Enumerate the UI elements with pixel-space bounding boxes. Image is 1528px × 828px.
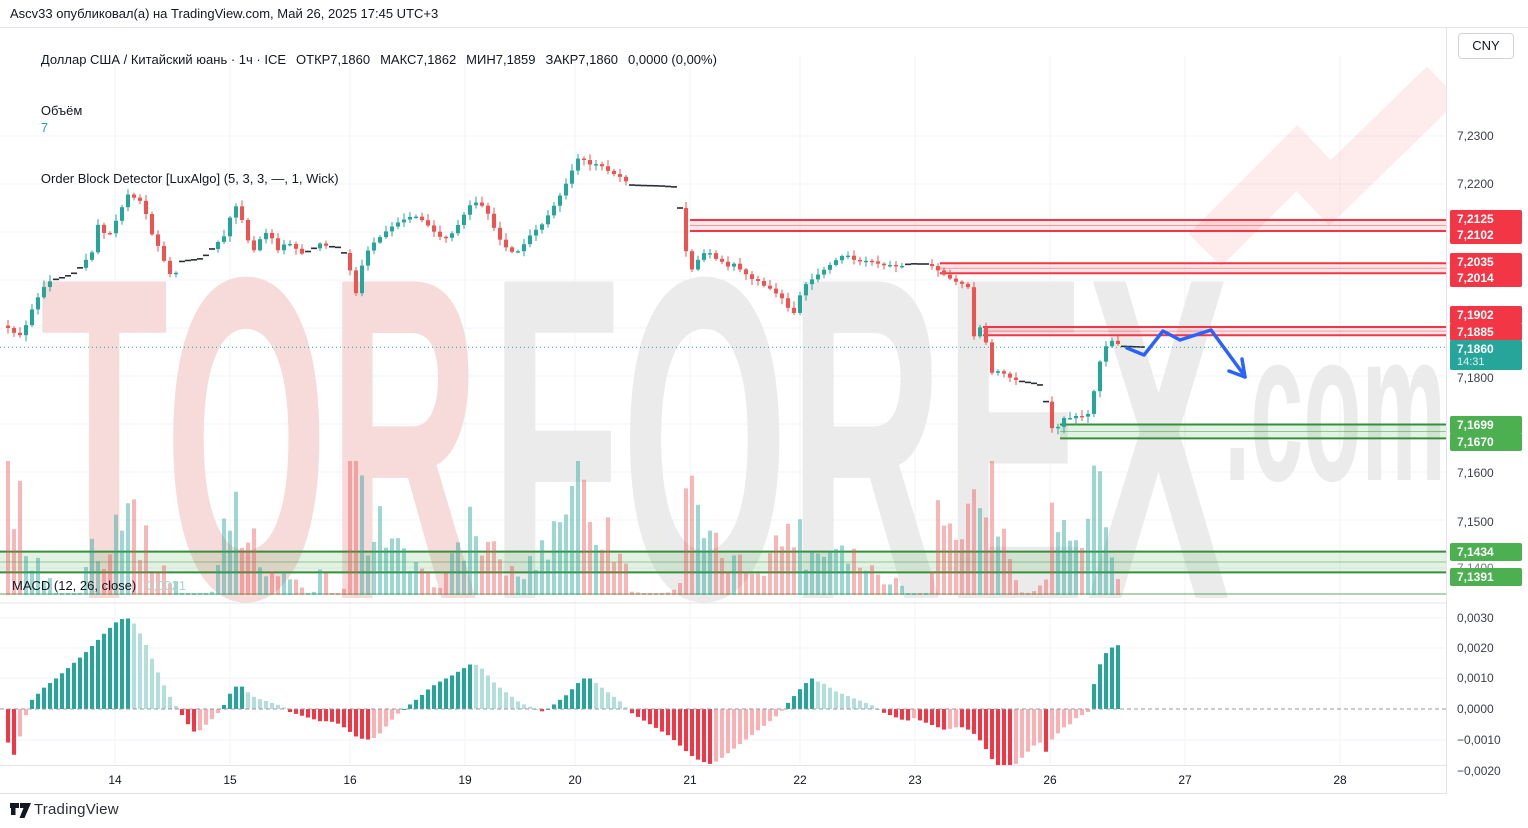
ohlc-ОТКР: ОТКР7,1860 <box>296 52 371 67</box>
watermark: TOR FOREX.com <box>40 66 1446 696</box>
price-axis-box: 7,1699 <box>1450 416 1522 434</box>
price-axis-box: 7,1670 <box>1450 433 1522 451</box>
macd-histogram <box>6 618 1120 774</box>
price-axis-label: −0,0010 <box>1457 733 1501 747</box>
symbol-row[interactable]: Доллар США / Китайский юань · 1ч · ICE ОТ… <box>12 34 727 85</box>
chart-legend[interactable]: Доллар США / Китайский юань · 1ч · ICE ОТ… <box>12 34 727 204</box>
time-axis-label: 15 <box>223 773 237 787</box>
price-axis[interactable]: CNY 7,23007,22007,20007,18007,16007,1500… <box>1446 28 1528 794</box>
watermark-swoosh-icon <box>1188 66 1446 267</box>
time-axis-label: 20 <box>568 773 582 787</box>
order-blocks <box>0 219 1446 595</box>
tradingview-logo-icon[interactable] <box>10 802 32 820</box>
price-axis-label: 7,2200 <box>1457 177 1494 191</box>
time-axis-label: 14 <box>108 773 122 787</box>
ohlc-ЗАКР: ЗАКР7,1860 <box>545 52 619 67</box>
symbol-title[interactable]: Доллар США / Китайский юань · 1ч · ICE <box>40 52 287 67</box>
price-axis-box: 7,2014 <box>1450 269 1522 287</box>
price-axis-box: 7,1860 14:31 <box>1450 340 1522 370</box>
ohlc-values: ОТКР7,1860 МАКС7,1862 МИН7,1859 ЗАКР7,1860 <box>296 52 628 67</box>
price-axis-label: 0,0000 <box>1457 702 1494 716</box>
price-axis-box: 7,2125 <box>1450 210 1522 228</box>
projection-arrow[interactable] <box>1125 328 1247 379</box>
price-axis-box: 7,1902 <box>1450 306 1522 324</box>
time-axis-label: 19 <box>458 773 472 787</box>
time-axis-label: 23 <box>908 773 922 787</box>
volume-value: 7 <box>40 120 49 135</box>
chart-canvas[interactable]: TOR FOREX.com <box>0 28 1446 794</box>
price-axis-label: −0,0020 <box>1457 764 1501 778</box>
volume-label: Объём <box>40 103 83 118</box>
time-axis-label: 27 <box>1178 773 1192 787</box>
price-axis-label: 0,0030 <box>1457 611 1494 625</box>
time-axis-label: 21 <box>683 773 697 787</box>
time-axis-label: 16 <box>343 773 357 787</box>
price-axis-box: 7,2035 <box>1450 253 1522 271</box>
price-axis-box: 7,1434 <box>1450 543 1522 561</box>
footer: TradingView <box>0 794 1528 828</box>
change-value: 0,0000 (0,00%) <box>628 52 717 67</box>
ohlc-МИН: МИН7,1859 <box>466 52 536 67</box>
volume-bars <box>6 461 1120 595</box>
price-axis-box: 7,2102 <box>1450 226 1522 244</box>
publish-bar: Ascv33 опубликовал(а) на TradingView.com… <box>0 0 1528 28</box>
currency-button[interactable]: CNY <box>1458 33 1514 59</box>
time-axis-label: 26 <box>1043 773 1057 787</box>
ohlc-МАКС: МАКС7,1862 <box>380 52 457 67</box>
price-axis-label: 7,2300 <box>1457 129 1494 143</box>
price-axis-label: 0,0010 <box>1457 671 1494 685</box>
indicator-row[interactable]: Order Block Detector [LuxAlgo] (5, 3, 3,… <box>12 153 727 204</box>
chart-area[interactable]: TOR FOREX .com Доллар США / Китайский юань… <box>0 28 1528 794</box>
watermark-text-pink: TOR <box>40 183 480 696</box>
macd-legend[interactable]: MACD (12, 26, close) 0,0021 <box>12 578 186 593</box>
time-axis-label: 28 <box>1333 773 1347 787</box>
price-axis-label: 0,0020 <box>1457 641 1494 655</box>
watermark-suffix: .com <box>1224 286 1446 526</box>
tradingview-brand[interactable]: TradingView <box>34 801 119 818</box>
volume-row[interactable]: Объём 7 <box>12 85 727 153</box>
candles <box>6 153 1145 435</box>
time-axis[interactable]: 14 15 16 19 20 21 22 23 26 27 28 <box>0 765 1528 794</box>
publish-text: Ascv33 опубликовал(а) на TradingView.com… <box>10 6 439 21</box>
time-axis-label: 22 <box>793 773 807 787</box>
price-axis-label: 7,1800 <box>1457 371 1494 385</box>
price-axis-label: 7,1500 <box>1457 515 1494 529</box>
price-axis-time: 14:31 <box>1457 356 1485 368</box>
indicator-label: Order Block Detector [LuxAlgo] (5, 3, 3,… <box>40 171 339 186</box>
price-axis-label: 7,1600 <box>1457 466 1494 480</box>
price-axis-box: 7,1885 <box>1450 323 1522 341</box>
macd-value: 0,0021 <box>146 578 187 593</box>
watermark-text-gray: FOREX <box>490 183 1231 696</box>
price-axis-box: 7,1391 <box>1450 568 1522 586</box>
macd-label: MACD (12, 26, close) <box>12 578 137 593</box>
